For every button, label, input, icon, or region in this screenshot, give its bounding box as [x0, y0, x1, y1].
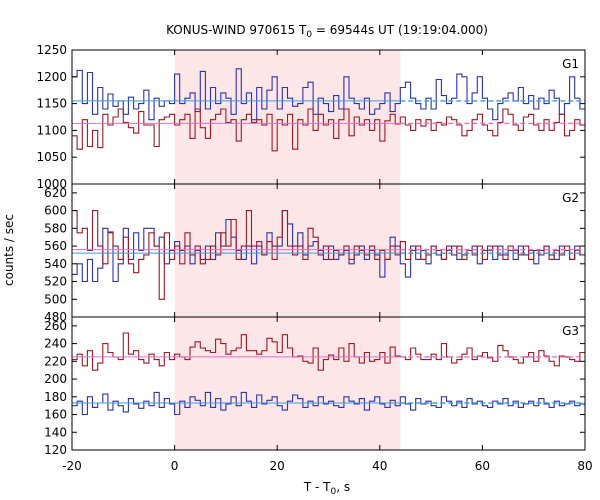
y-tick-label: 120	[44, 443, 67, 457]
y-axis-label: counts / sec	[2, 214, 16, 286]
x-tick-label: 40	[372, 459, 387, 473]
y-tick-label: 180	[44, 390, 67, 404]
series-blue-g1	[72, 68, 585, 121]
panel-label: G3	[562, 324, 579, 338]
y-tick-label: 220	[44, 354, 67, 368]
x-axis-label-main: T - T	[303, 480, 331, 494]
y-tick-label: 560	[44, 239, 67, 253]
panel-label: G2	[562, 191, 579, 205]
y-tick-label: 600	[44, 204, 67, 218]
y-tick-label: 1000	[36, 177, 67, 191]
plot-area: 100010501100115012001250G148050052054056…	[36, 43, 592, 473]
y-tick-label: 1050	[36, 150, 67, 164]
y-tick-label: 240	[44, 337, 67, 351]
y-tick-label: 260	[44, 319, 67, 333]
chart-title-main: KONUS-WIND 970615 T	[166, 23, 307, 37]
series-blue-g2	[72, 210, 585, 283]
y-tick-label: 520	[44, 275, 67, 289]
chart-title: KONUS-WIND 970615 T0 = 69544s UT (19:19:…	[166, 23, 488, 40]
y-tick-label: 500	[44, 292, 67, 306]
x-tick-label: 60	[475, 459, 490, 473]
chart-title-rest: = 69544s UT (19:19:04.000)	[312, 23, 488, 37]
y-tick-label: 1250	[36, 43, 67, 57]
y-tick-label: 480	[44, 310, 67, 324]
x-axis-label-rest: , s	[336, 480, 350, 494]
panel-g2: 480 500 520 540 560 580 600 620 G2	[44, 183, 586, 324]
x-axis-label-sub: 0	[331, 487, 337, 497]
y-tick-label: 1150	[36, 97, 67, 111]
panel-frame	[71, 316, 586, 451]
y-tick-label: 200	[44, 372, 67, 386]
y-tick-label: 580	[44, 221, 67, 235]
x-tick-label: 80	[577, 459, 592, 473]
series-red-g1	[72, 108, 585, 152]
panel-g3: 120 140 160 180 200 220 240 260 G3	[44, 316, 586, 457]
x-tick-label: -20	[62, 459, 82, 473]
x-axis-label: T - T0, s	[303, 480, 350, 497]
x-tick-label: 20	[270, 459, 285, 473]
y-tick-label: 140	[44, 425, 67, 439]
panel-label: G1	[562, 57, 579, 71]
y-tick-label: 540	[44, 257, 67, 271]
y-tick-label: 620	[44, 186, 67, 200]
chart-title-sub: 0	[306, 30, 312, 40]
y-tick-label: 160	[44, 408, 67, 422]
y-tick-label: 1200	[36, 70, 67, 84]
y-tick-label: 1100	[36, 123, 67, 137]
x-tick-label: 0	[171, 459, 179, 473]
